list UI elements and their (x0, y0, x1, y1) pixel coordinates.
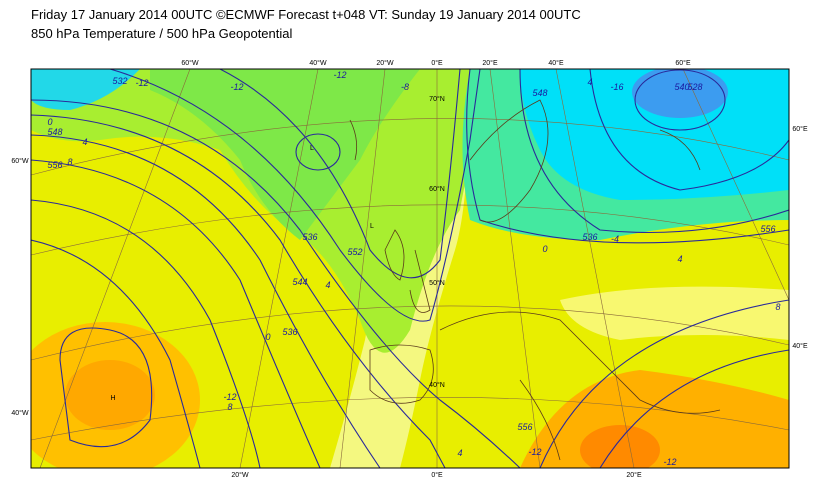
map-frame (30, 68, 790, 469)
contour-label: 4 (587, 77, 592, 87)
contour-label: 8 (227, 402, 232, 412)
subtitle: 850 hPa Temperature / 500 hPa Geopotenti… (31, 26, 293, 41)
contour-label: 540 (674, 82, 689, 92)
contour-label: 528 (687, 82, 702, 92)
contour-label: 548 (47, 127, 62, 137)
contour-label: 8 (775, 302, 780, 312)
grid-label: 20°E (626, 471, 642, 479)
pressure-label: L (310, 145, 314, 152)
contour-label: -12 (528, 447, 541, 457)
contour-label: 4 (325, 280, 330, 290)
contour-label: 8 (67, 157, 72, 167)
contour-label: 4 (677, 254, 682, 264)
map-field (31, 69, 789, 468)
grid-label: 60°N (429, 185, 445, 193)
contour-label: 0 (542, 244, 547, 254)
contour-label: 556 (517, 422, 532, 432)
contour-label: 0 (265, 332, 270, 342)
grid-label: 20°W (376, 59, 394, 67)
grid-label: 50°N (429, 279, 445, 287)
grid-label: 20°E (482, 59, 498, 67)
grid-label: 70°N (429, 95, 445, 103)
contour-label: -12 (230, 82, 243, 92)
contour-label: -16 (610, 82, 623, 92)
contour-label: 0 (47, 117, 52, 127)
grid-label: 40°E (548, 59, 564, 67)
pressure-label: H (110, 395, 115, 402)
title: Friday 17 January 2014 00UTC ©ECMWF Fore… (31, 7, 581, 22)
grid-label: 20°W (231, 471, 249, 479)
contour-label: -4 (611, 234, 619, 244)
grid-label: 60°E (792, 125, 808, 133)
contour-label: 4 (457, 448, 462, 458)
contour-label: -12 (333, 70, 346, 80)
contour-label: 532 (112, 76, 127, 86)
contour-label: -12 (135, 78, 148, 88)
contour-label: 556 (760, 224, 775, 234)
contour-label: 548 (532, 88, 547, 98)
pressure-label: L (370, 223, 374, 230)
grid-label: 60°W (11, 157, 29, 165)
contour-label: 4 (82, 137, 87, 147)
contour-label: 544 (292, 277, 307, 287)
contour-label: 536 (282, 327, 297, 337)
grid-label: 40°E (792, 342, 808, 350)
grid-label: 40°W (309, 59, 327, 67)
contour-label: 536 (582, 232, 597, 242)
grid-label: 60°W (181, 59, 199, 67)
grid-label: 0°E (431, 471, 443, 479)
grid-label: 40°N (429, 381, 445, 389)
contour-label: 556 (47, 160, 62, 170)
contour-label: -12 (663, 457, 676, 467)
grid-label: 60°E (675, 59, 691, 67)
contour-label: -12 (223, 392, 236, 402)
contour-label: 536 (302, 232, 317, 242)
grid-label: 0°E (431, 59, 443, 67)
grid-label: 40°W (11, 409, 29, 417)
contour-label: 552 (347, 247, 362, 257)
contour-label: -8 (401, 82, 409, 92)
